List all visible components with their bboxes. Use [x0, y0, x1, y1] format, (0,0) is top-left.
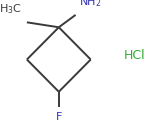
- Text: F: F: [56, 112, 62, 122]
- Text: NH$_2$: NH$_2$: [79, 0, 101, 9]
- Text: H$_3$C: H$_3$C: [0, 2, 22, 16]
- Text: HCl: HCl: [124, 49, 145, 62]
